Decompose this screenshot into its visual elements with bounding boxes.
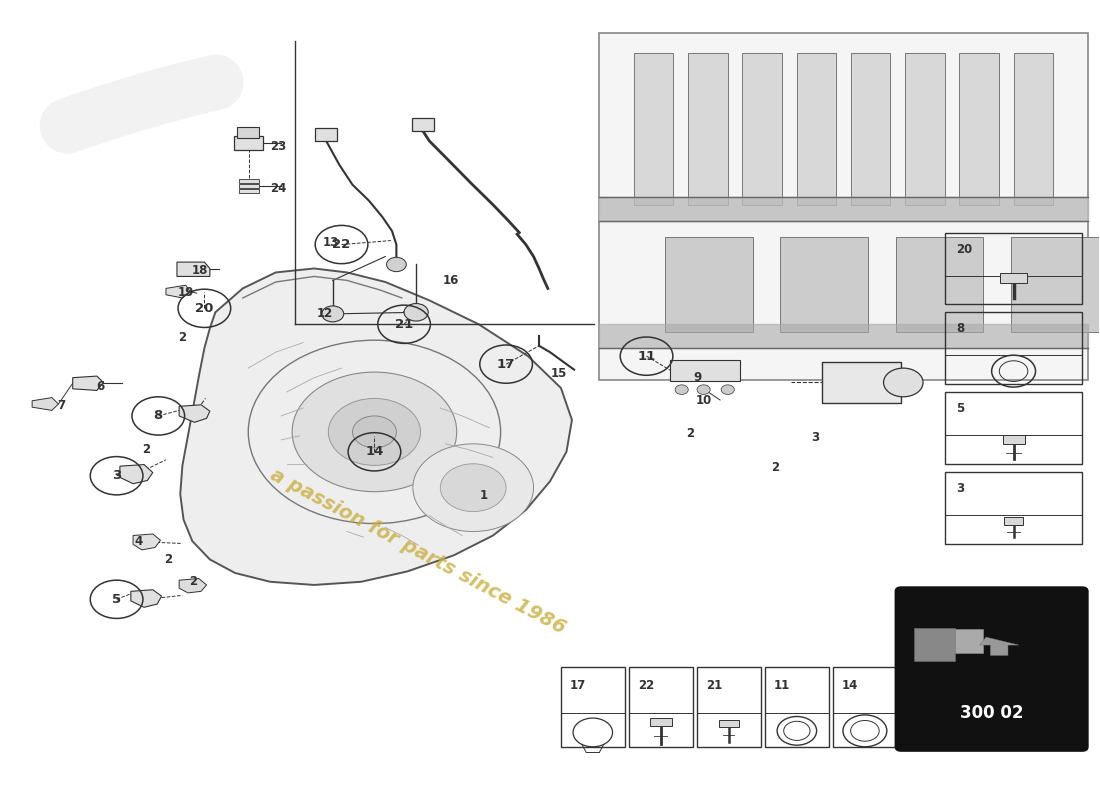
Circle shape xyxy=(352,416,396,448)
Text: 22: 22 xyxy=(638,679,654,692)
Text: 2: 2 xyxy=(164,553,173,566)
Text: 21: 21 xyxy=(706,679,722,692)
FancyBboxPatch shape xyxy=(634,54,673,205)
Text: 2: 2 xyxy=(686,427,694,440)
Polygon shape xyxy=(131,590,162,607)
FancyBboxPatch shape xyxy=(742,54,782,205)
Text: 3: 3 xyxy=(812,431,820,444)
FancyBboxPatch shape xyxy=(240,189,260,193)
FancyBboxPatch shape xyxy=(689,54,727,205)
Text: 19: 19 xyxy=(177,286,194,299)
FancyBboxPatch shape xyxy=(234,136,263,150)
Polygon shape xyxy=(979,637,1019,655)
Circle shape xyxy=(329,398,420,466)
FancyBboxPatch shape xyxy=(719,720,739,727)
FancyBboxPatch shape xyxy=(1000,273,1026,283)
FancyBboxPatch shape xyxy=(1002,435,1024,445)
Polygon shape xyxy=(73,376,103,390)
Circle shape xyxy=(404,303,428,321)
FancyBboxPatch shape xyxy=(411,118,433,131)
Text: 3: 3 xyxy=(956,482,964,495)
Text: 8: 8 xyxy=(956,322,965,335)
Text: a passion for parts since 1986: a passion for parts since 1986 xyxy=(267,466,570,638)
Text: 2: 2 xyxy=(142,443,151,456)
Text: 15: 15 xyxy=(551,367,566,380)
FancyBboxPatch shape xyxy=(1003,517,1023,525)
FancyBboxPatch shape xyxy=(895,587,1088,750)
Text: 3: 3 xyxy=(112,470,121,482)
FancyBboxPatch shape xyxy=(895,237,983,332)
Text: 24: 24 xyxy=(270,182,286,195)
Text: 13: 13 xyxy=(322,236,339,249)
FancyBboxPatch shape xyxy=(240,184,260,188)
Text: 10: 10 xyxy=(695,394,712,406)
Text: 2: 2 xyxy=(189,575,198,588)
Circle shape xyxy=(675,385,689,394)
FancyBboxPatch shape xyxy=(1013,54,1053,205)
FancyBboxPatch shape xyxy=(914,627,955,661)
FancyBboxPatch shape xyxy=(796,54,836,205)
Polygon shape xyxy=(133,534,161,550)
Text: 18: 18 xyxy=(191,263,208,277)
Polygon shape xyxy=(180,269,572,585)
FancyBboxPatch shape xyxy=(670,360,740,381)
FancyBboxPatch shape xyxy=(650,718,672,726)
Polygon shape xyxy=(120,465,153,484)
Text: 20: 20 xyxy=(956,242,972,256)
Text: 5: 5 xyxy=(112,593,121,606)
Circle shape xyxy=(386,258,406,272)
FancyBboxPatch shape xyxy=(955,629,982,653)
Polygon shape xyxy=(166,286,190,298)
Text: 6: 6 xyxy=(96,380,104,393)
FancyBboxPatch shape xyxy=(905,54,945,205)
FancyBboxPatch shape xyxy=(666,237,754,332)
Text: 1: 1 xyxy=(480,489,488,502)
FancyBboxPatch shape xyxy=(851,54,890,205)
Text: 7: 7 xyxy=(57,399,66,412)
Text: 5: 5 xyxy=(956,402,965,415)
Text: 17: 17 xyxy=(497,358,515,370)
Text: 22: 22 xyxy=(332,238,351,251)
Text: 16: 16 xyxy=(443,274,460,287)
Circle shape xyxy=(883,368,923,397)
Polygon shape xyxy=(179,578,207,593)
Text: 2: 2 xyxy=(178,331,187,344)
Text: 4: 4 xyxy=(134,534,143,548)
FancyBboxPatch shape xyxy=(959,54,999,205)
Circle shape xyxy=(440,464,506,512)
FancyBboxPatch shape xyxy=(238,126,260,138)
Circle shape xyxy=(322,306,343,322)
Circle shape xyxy=(412,444,534,531)
FancyBboxPatch shape xyxy=(822,362,901,403)
Circle shape xyxy=(293,372,456,492)
Text: 11: 11 xyxy=(773,679,790,692)
Circle shape xyxy=(722,385,735,394)
FancyBboxPatch shape xyxy=(780,237,868,332)
FancyBboxPatch shape xyxy=(240,179,260,183)
Text: 20: 20 xyxy=(195,302,213,315)
Polygon shape xyxy=(179,405,210,422)
Text: 12: 12 xyxy=(317,307,333,321)
Text: 17: 17 xyxy=(570,679,586,692)
FancyBboxPatch shape xyxy=(316,128,337,141)
Text: 21: 21 xyxy=(395,318,414,330)
Text: 23: 23 xyxy=(270,140,286,153)
Text: 14: 14 xyxy=(842,679,858,692)
Text: 2: 2 xyxy=(771,462,779,474)
Circle shape xyxy=(697,385,711,394)
Text: 9: 9 xyxy=(693,371,701,384)
Polygon shape xyxy=(177,262,210,277)
FancyBboxPatch shape xyxy=(1011,237,1099,332)
Text: 11: 11 xyxy=(637,350,656,362)
Text: 8: 8 xyxy=(154,410,163,422)
FancyBboxPatch shape xyxy=(600,34,1088,380)
Polygon shape xyxy=(32,398,58,410)
Text: 14: 14 xyxy=(365,446,384,458)
Text: 300 02: 300 02 xyxy=(960,703,1023,722)
